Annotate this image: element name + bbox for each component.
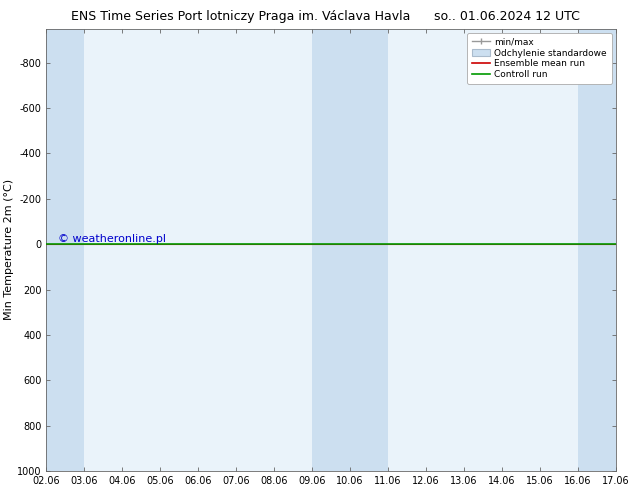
Bar: [46, 29, 84, 471]
Text: so.. 01.06.2024 12 UTC: so.. 01.06.2024 12 UTC: [434, 10, 580, 23]
Y-axis label: Min Temperature 2m (°C): Min Temperature 2m (°C): [4, 179, 14, 320]
Legend: min/max, Odchylenie standardowe, Ensemble mean run, Controll run: min/max, Odchylenie standardowe, Ensembl…: [467, 33, 612, 84]
Text: © weatheronline.pl: © weatheronline.pl: [58, 234, 165, 244]
Bar: [578, 29, 616, 471]
Text: ENS Time Series Port lotniczy Praga im. Václava Havla: ENS Time Series Port lotniczy Praga im. …: [71, 10, 411, 23]
Bar: [312, 29, 388, 471]
